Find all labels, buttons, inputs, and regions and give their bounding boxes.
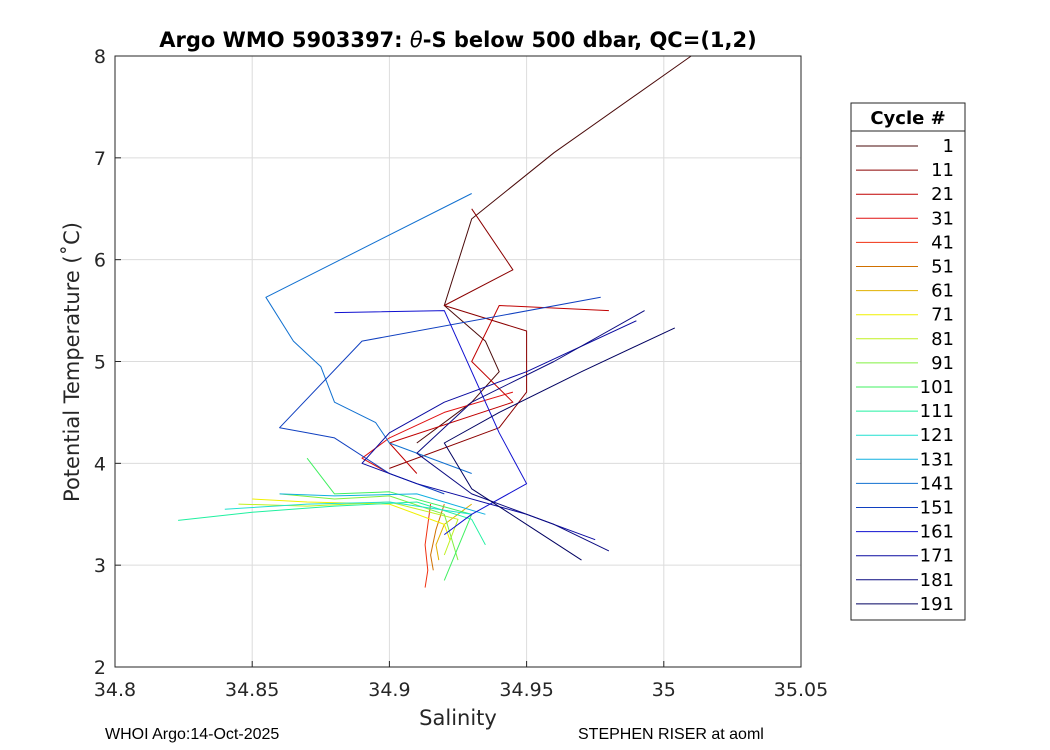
- x-tick-label: 35.05: [774, 679, 828, 701]
- legend-label-41: 41: [931, 232, 954, 253]
- series-line-cycle-91: [279, 493, 459, 561]
- series-line-cycle-61: [435, 503, 472, 561]
- y-tick-label: 3: [94, 555, 106, 577]
- legend-label-61: 61: [931, 281, 954, 302]
- series-line-cycle-41: [424, 504, 432, 588]
- legend-label-51: 51: [931, 257, 954, 278]
- y-tick-label: 8: [94, 46, 106, 68]
- y-tick-label: 4: [94, 453, 106, 475]
- x-tick-label: 34.95: [499, 679, 553, 701]
- legend-label-131: 131: [920, 449, 954, 470]
- legend-label-21: 21: [931, 184, 954, 205]
- legend-label-1: 1: [943, 136, 954, 157]
- grid: [114, 55, 802, 668]
- legend-label-181: 181: [920, 570, 954, 591]
- series-line-cycle-181: [416, 310, 645, 552]
- legend: Cycle # 11121314151617181911011111211311…: [850, 102, 966, 621]
- legend-label-101: 101: [920, 377, 954, 398]
- series-line-cycle-111: [178, 501, 486, 546]
- x-tick-label: 34.85: [225, 679, 279, 701]
- y-tick-label: 6: [94, 250, 106, 272]
- chart-title: Argo WMO 5903397: θ-S below 500 dbar, QC…: [159, 28, 756, 52]
- series-line-cycle-191: [443, 327, 676, 561]
- x-tick-label: 34.8: [94, 679, 136, 701]
- legend-label-111: 111: [920, 401, 954, 422]
- y-tick-label: 2: [94, 657, 106, 679]
- legend-label-31: 31: [931, 208, 954, 229]
- series-line-cycle-11: [389, 208, 528, 469]
- series-line-cycle-161: [334, 310, 528, 536]
- series-line-cycle-131: [279, 493, 486, 515]
- legend-label-91: 91: [931, 353, 954, 374]
- legend-label-71: 71: [931, 305, 954, 326]
- legend-label-141: 141: [920, 473, 954, 494]
- series-line-cycle-141: [265, 193, 472, 474]
- series-line-cycle-101: [306, 457, 473, 581]
- series-line-cycle-171: [361, 320, 637, 541]
- legend-label-11: 11: [931, 160, 954, 181]
- x-tick-label: 35: [652, 679, 676, 701]
- y-tick-label: 7: [94, 148, 106, 170]
- legend-label-151: 151: [920, 498, 954, 519]
- y-tick-label: 5: [94, 352, 106, 374]
- series-line-cycle-71: [252, 498, 451, 540]
- legend-entries: 1112131415161718191101111121131141151161…: [856, 136, 954, 615]
- legend-box: [850, 102, 966, 621]
- series-line-cycle-21: [388, 305, 609, 474]
- legend-label-161: 161: [920, 522, 954, 543]
- legend-title: Cycle #: [870, 108, 945, 129]
- x-tick-label: 34.9: [368, 679, 410, 701]
- x-axis-ticks: 34.8 34.85 34.9 34.95 35 35.05: [94, 661, 828, 701]
- series-line-cycle-31: [361, 391, 514, 474]
- legend-label-81: 81: [931, 329, 954, 350]
- footer-left-text: WHOI Argo:14-Oct-2025: [105, 726, 280, 743]
- y-axis-label: Potential Temperature (˚C): [60, 222, 84, 502]
- legend-label-171: 171: [920, 546, 954, 567]
- series-line-cycle-121: [224, 501, 472, 515]
- y-axis-ticks: 2 3 4 5 6 7 8: [94, 46, 121, 679]
- series-line-cycle-151: [279, 296, 601, 495]
- data-series: [178, 55, 692, 588]
- footer-right-text: STEPHEN RISER at aoml: [578, 726, 764, 743]
- series-line-cycle-1: [416, 55, 692, 444]
- legend-label-191: 191: [920, 594, 954, 615]
- x-axis-label: Salinity: [419, 706, 497, 730]
- legend-label-121: 121: [920, 425, 954, 446]
- series-line-cycle-51: [430, 503, 445, 571]
